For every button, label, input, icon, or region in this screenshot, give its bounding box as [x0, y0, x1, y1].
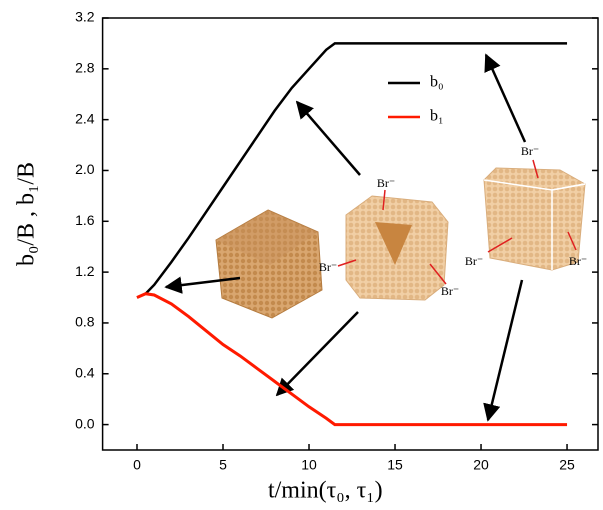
x-tick-label: 10 [301, 457, 317, 473]
crystals [216, 168, 585, 318]
legend-label: b₀ [430, 74, 444, 91]
x-tick-label: 20 [473, 457, 489, 473]
x-tick-label: 15 [387, 457, 403, 473]
y-tick-label: 2.4 [75, 110, 95, 126]
legend-label: b₁ [430, 108, 444, 125]
y-tick-label: 2.0 [75, 161, 95, 177]
y-tick-label: 1.2 [75, 263, 95, 279]
x-tick-label: 5 [219, 457, 227, 473]
y-tick-label: 2.8 [75, 60, 95, 76]
annotation: Br⁻ [521, 144, 539, 158]
y-tick-label: 0.4 [75, 364, 95, 380]
x-axis-label: t/min(τ₀, τ₁) [268, 478, 383, 504]
annotation: Br⁻ [569, 254, 587, 268]
y-tick-label: 1.6 [75, 212, 95, 228]
x-tick-label: 25 [559, 457, 575, 473]
y-tick-label: 0.0 [75, 415, 95, 431]
annotation: Br⁻ [377, 176, 395, 190]
y-tick-label: 0.8 [75, 314, 95, 330]
annotation: Br⁻ [319, 260, 337, 274]
annotation: Br⁻ [441, 284, 459, 298]
y-tick-label: 3.2 [75, 9, 95, 25]
annotation: Br⁻ [465, 254, 483, 268]
x-tick-label: 0 [133, 457, 141, 473]
chart: 0 5 10 15 20 25 0.0 0.4 0.8 1.2 1.6 2.0 2.4 2.8 3.2 t/m… [0, 0, 603, 510]
y-axis-label: b₀/B , b₁/B [14, 162, 40, 266]
